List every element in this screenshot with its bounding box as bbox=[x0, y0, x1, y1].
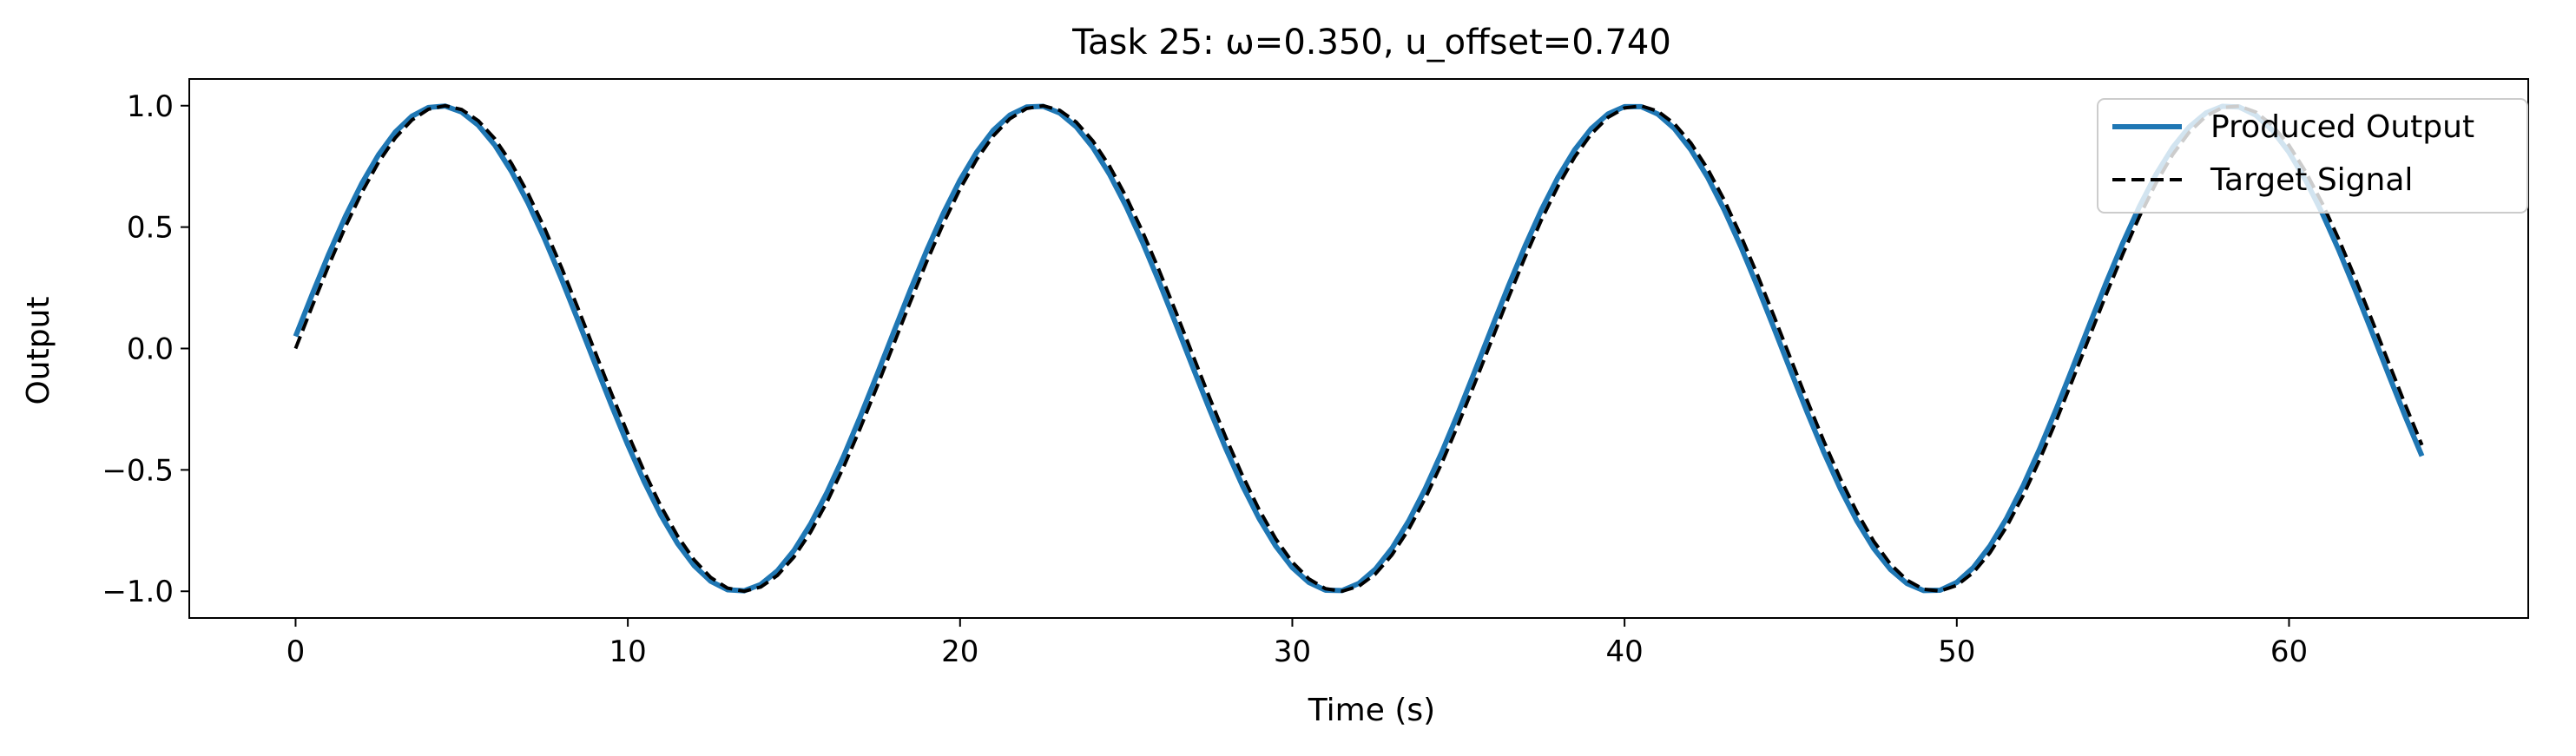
y-tick-label: −0.5 bbox=[102, 453, 174, 488]
series-line-produced-output bbox=[293, 103, 2425, 594]
x-tick-label: 10 bbox=[609, 634, 646, 669]
y-tick-label: 0.5 bbox=[127, 211, 174, 246]
y-axis-label: Output bbox=[21, 296, 56, 404]
y-tick-label: 0.0 bbox=[127, 332, 174, 367]
x-tick-label: 20 bbox=[941, 634, 978, 669]
chart-title: Task 25: ω=0.350, u_offset=0.740 bbox=[1071, 23, 1671, 62]
series-line-target-signal bbox=[293, 103, 2424, 594]
y-tick-label: −1.0 bbox=[102, 575, 174, 609]
y-tick-label: 1.0 bbox=[127, 89, 174, 124]
x-tick-label: 40 bbox=[1606, 634, 1644, 669]
plot-layer bbox=[293, 103, 2425, 594]
x-tick-label: 30 bbox=[1274, 634, 1311, 669]
x-tick-label: 50 bbox=[1938, 634, 1975, 669]
x-tick-label: 0 bbox=[287, 634, 306, 669]
x-tick-label: 60 bbox=[2270, 634, 2308, 669]
legend-box bbox=[2097, 98, 2528, 214]
legend-label-target-signal: Target Signal bbox=[2210, 162, 2413, 198]
x-axis-label: Time (s) bbox=[1308, 693, 1435, 728]
y-axis-ticks: −1.0 −0.5 0.0 0.5 1.0 bbox=[102, 89, 189, 609]
legend-label-produced-output: Produced Output bbox=[2210, 109, 2474, 145]
x-axis-ticks: 0 10 20 30 40 50 60 bbox=[287, 618, 2308, 669]
legend: Produced Output Target Signal bbox=[2097, 98, 2528, 214]
